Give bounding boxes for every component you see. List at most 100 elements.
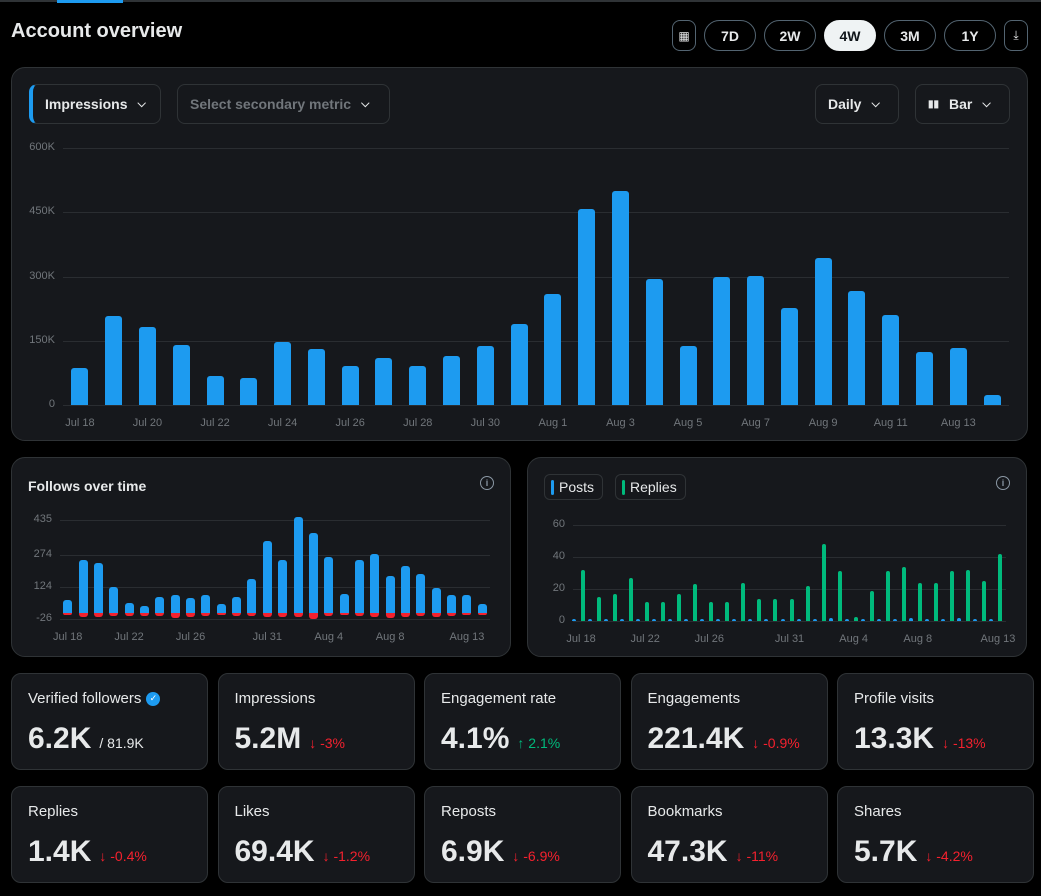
- bar-unfollows: [462, 613, 472, 616]
- bar-replies: [933, 582, 938, 621]
- stat-label: Replies: [28, 803, 78, 820]
- stat-card[interactable]: Likes 69.4K ↓ -1.2%: [217, 786, 415, 883]
- interval-select[interactable]: Daily ⌵: [815, 84, 899, 124]
- stat-card[interactable]: Replies 1.4K ↓ -0.4%: [11, 786, 208, 883]
- bar-posts: [748, 619, 753, 622]
- info-icon[interactable]: i: [480, 476, 494, 490]
- bar-replies: [773, 598, 778, 621]
- bar-chart-icon: ▮▮: [928, 98, 940, 110]
- stat-label-text: Shares: [854, 803, 902, 820]
- bar-impressions: [679, 346, 697, 405]
- legend-posts[interactable]: Posts: [544, 474, 604, 500]
- stat-value: 47.3K: [647, 835, 728, 868]
- top-divider: [0, 0, 1041, 2]
- bar-follows: [216, 603, 226, 614]
- y-tick-label: 0: [48, 398, 55, 410]
- stat-value: 4.1%: [441, 722, 510, 755]
- bar-impressions: [510, 324, 528, 405]
- chevron-down-icon: ⌵: [361, 97, 370, 110]
- stat-card[interactable]: Impressions 5.2M ↓ -3%: [217, 673, 415, 770]
- stat-card[interactable]: Shares 5.7K ↓ -4.2%: [837, 786, 1034, 883]
- bar-posts: [668, 619, 673, 622]
- bar-posts: [764, 619, 769, 622]
- info-icon[interactable]: i: [996, 476, 1010, 490]
- stat-change: ↓ -1.2%: [322, 848, 371, 864]
- stat-change: ↓ -13%: [942, 735, 986, 751]
- bar-replies: [581, 569, 586, 621]
- bar-unfollows: [431, 613, 441, 617]
- bar-posts: [796, 619, 801, 622]
- bar-follows: [262, 541, 272, 614]
- y-tick-label: 435: [33, 513, 52, 525]
- stat-card[interactable]: Reposts 6.9K ↓ -6.9%: [424, 786, 621, 883]
- bar-replies: [629, 577, 634, 621]
- bar-impressions: [747, 275, 765, 405]
- date-range-selector: ▦ 7D 2W 4W 3M 1Y ⤓: [672, 20, 1028, 51]
- stat-label-text: Reposts: [441, 803, 497, 820]
- bar-impressions: [713, 276, 731, 405]
- stat-value-row: 6.2K / 81.9K: [28, 722, 144, 756]
- stat-value-row: 221.4K ↓ -0.9%: [648, 722, 800, 756]
- chart-type-select[interactable]: ▮▮ Bar ⌵: [915, 84, 1010, 124]
- bar-follows: [170, 595, 180, 614]
- bar-posts: [940, 619, 945, 622]
- range-1y[interactable]: 1Y: [944, 20, 996, 51]
- legend-replies[interactable]: Replies: [615, 474, 686, 500]
- follows-title: Follows over time: [28, 478, 147, 494]
- stat-value: 13.3K: [854, 722, 935, 755]
- stat-label: Engagements: [648, 690, 741, 707]
- bar-posts: [588, 619, 593, 622]
- y-tick-label: 274: [33, 547, 52, 560]
- bar-posts: [620, 619, 625, 622]
- calendar-icon[interactable]: ▦: [672, 20, 696, 51]
- gridline: [573, 621, 1006, 622]
- download-icon[interactable]: ⤓: [1004, 20, 1028, 51]
- bar-replies: [917, 582, 922, 621]
- bar-replies: [741, 582, 746, 621]
- bar-follows: [477, 604, 487, 614]
- primary-metric-select[interactable]: Impressions ⌵: [29, 84, 161, 124]
- verified-badge-icon: ✓: [146, 691, 161, 706]
- stat-card[interactable]: Verified followers ✓ 6.2K / 81.9K: [11, 673, 208, 770]
- stat-card[interactable]: Bookmarks 47.3K ↓ -11%: [630, 786, 828, 883]
- bar-replies: [661, 601, 666, 621]
- range-7d[interactable]: 7D: [704, 20, 756, 51]
- bar-posts: [908, 617, 913, 621]
- x-tick-label: Aug 4: [314, 631, 344, 643]
- stat-card[interactable]: Engagements 221.4K ↓ -0.9%: [630, 673, 828, 770]
- y-tick-label: 0: [558, 614, 565, 626]
- gridline: [60, 619, 490, 620]
- bar-unfollows: [139, 613, 149, 617]
- bar-posts: [700, 619, 705, 622]
- y-tick-label: 60: [552, 518, 565, 530]
- bar-unfollows: [354, 613, 364, 617]
- secondary-metric-select[interactable]: Select secondary metric ⌵: [177, 84, 390, 124]
- bar-impressions: [578, 208, 596, 405]
- stat-card[interactable]: Profile visits 13.3K ↓ -13%: [837, 673, 1034, 770]
- stat-value-row: 4.1% ↑ 2.1%: [441, 722, 560, 756]
- x-tick-label: Jul 31: [252, 631, 282, 643]
- impressions-chart: 0 150K 300K 450K 600K Jul 18 Jul 20 Jul 22 Jul 2…: [12, 68, 1027, 440]
- bar-impressions: [949, 348, 967, 405]
- bar-follows: [308, 532, 318, 614]
- stat-label-text: Engagements: [647, 690, 741, 707]
- bar-unfollows: [370, 613, 380, 618]
- range-2w[interactable]: 2W: [764, 20, 816, 51]
- range-4w[interactable]: 4W: [824, 20, 876, 51]
- stat-value-row: 13.3K ↓ -13%: [854, 722, 986, 756]
- bar-impressions: [983, 395, 1001, 405]
- stat-label-text: Engagement rate: [441, 690, 557, 707]
- bar-unfollows: [262, 613, 272, 617]
- gridline: [60, 554, 490, 556]
- stat-label: Reposts: [441, 803, 496, 820]
- bar-unfollows: [93, 613, 103, 617]
- y-tick-label: 124: [33, 579, 52, 592]
- stat-card[interactable]: Engagement rate 4.1% ↑ 2.1%: [424, 673, 621, 770]
- range-3m[interactable]: 3M: [884, 20, 936, 51]
- bar-replies: [837, 571, 842, 621]
- x-tick-label: Jul 28: [403, 417, 433, 429]
- bar-posts: [876, 619, 881, 622]
- x-tick-label: Jul 31: [774, 633, 805, 645]
- bar-follows: [385, 575, 395, 614]
- x-tick-label: Jul 26: [175, 631, 206, 643]
